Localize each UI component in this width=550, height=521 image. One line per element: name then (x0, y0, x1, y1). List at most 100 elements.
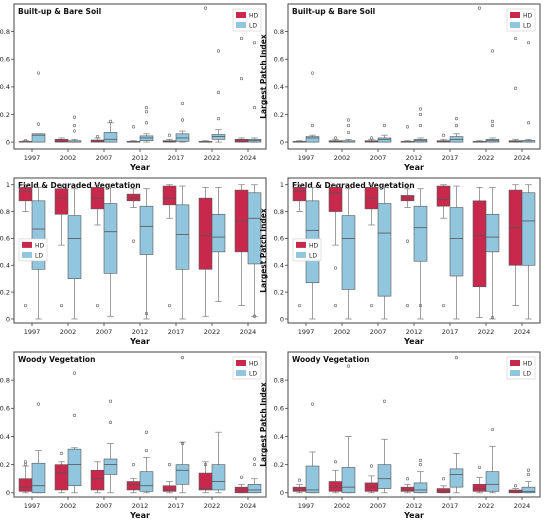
box-hd-2012 (126, 188, 141, 243)
box-ld-2012 (413, 458, 428, 494)
x-tick-label: 2007 (370, 154, 387, 162)
legend-swatch-hd (510, 360, 520, 366)
box-body (139, 205, 154, 255)
legend-label-hd: HD (249, 13, 259, 20)
outlier-point (513, 484, 518, 488)
box-hd-2002 (54, 451, 69, 494)
outlier-point (418, 463, 423, 467)
outlier-point (346, 364, 351, 368)
x-tick-label: 1997 (298, 154, 315, 162)
box-body (328, 481, 343, 492)
box-ld-2012 (139, 105, 154, 143)
outlier-point (131, 463, 136, 467)
outlier-point (239, 36, 244, 41)
panel-title: Field & Degraded Vegetation (292, 181, 415, 190)
outlier-point (490, 49, 495, 53)
outlier-point (252, 314, 257, 318)
legend-swatch-ld (510, 22, 520, 28)
x-tick-label: 2012 (406, 502, 423, 510)
outlier-point (180, 101, 185, 106)
box-hd-1997 (18, 139, 33, 143)
box-hd-2002 (328, 184, 343, 308)
box-hd-2012 (400, 188, 415, 308)
y-tick-label: 0.6 (0, 235, 10, 243)
outlier-point (23, 139, 28, 143)
panel-title: Woody Vegetation (18, 355, 95, 364)
outlier-point (252, 457, 257, 461)
box-body (175, 204, 190, 270)
box-body (400, 486, 415, 492)
box-ld-2022 (211, 431, 226, 494)
outlier-point (180, 441, 185, 446)
box-hd-2012 (126, 463, 141, 494)
outlier-point (203, 463, 208, 467)
y-tick-label: 0.4 (274, 83, 284, 91)
x-tick-label: 2017 (442, 502, 459, 510)
outlier-point (490, 316, 495, 320)
legend-label-hd: HD (523, 361, 533, 368)
box-body (31, 133, 46, 143)
x-tick-label: 2024 (514, 502, 531, 510)
x-tick-label: 2024 (240, 502, 257, 510)
legend-swatch-hd (296, 241, 306, 248)
outlier-point (526, 472, 531, 477)
y-tick-label: 0 (280, 138, 284, 146)
outlier-point (144, 105, 149, 110)
legend-swatch-ld (296, 251, 306, 258)
box-body (247, 192, 262, 265)
box-hd-2012 (126, 125, 141, 143)
box-ld-2017 (449, 356, 464, 494)
outlier-point (144, 121, 149, 125)
x-tick-label: 2017 (168, 154, 185, 162)
box-ld-1997 (305, 71, 320, 143)
x-tick-label: 2007 (96, 154, 113, 162)
x-tick-label: 2012 (132, 328, 149, 336)
outlier-point (441, 477, 446, 481)
outlier-point (346, 123, 351, 128)
outlier-point (513, 36, 518, 41)
outlier-point (369, 303, 374, 308)
legend-label-hd: HD (309, 242, 319, 249)
y-tick-label: 0 (6, 489, 10, 497)
plot-frame (287, 3, 541, 150)
outlier-point (72, 123, 77, 128)
y-tick-label: 0.4 (0, 83, 10, 91)
outlier-point (144, 448, 149, 453)
outlier-point (418, 303, 423, 308)
legend-swatch-hd (236, 360, 246, 366)
legend-swatch-hd (22, 241, 32, 248)
box-hd-2002 (54, 184, 69, 308)
legend: HD LD (18, 238, 48, 262)
box-body (211, 464, 226, 491)
outlier-point (203, 6, 208, 10)
box-ld-2012 (413, 107, 428, 143)
box-body (54, 464, 69, 491)
panel-title: Built-up & Bare Soil (292, 7, 375, 16)
box-hd-2017 (436, 477, 451, 494)
y-tick-label: 0 (280, 489, 284, 497)
outlier-point (405, 239, 410, 243)
x-tick-label: 2017 (442, 328, 459, 336)
outlier-point (180, 118, 185, 122)
box-body (90, 469, 105, 491)
box-body (247, 484, 262, 494)
box-ld-2007 (377, 399, 392, 494)
y-tick-label: 0.8 (274, 208, 284, 216)
legend-label-hd: HD (523, 13, 533, 20)
outlier-point (405, 303, 410, 308)
outlier-point (418, 458, 423, 462)
legend: HD LD (506, 356, 536, 380)
legend-label-hd: HD (35, 242, 45, 249)
outlier-point (310, 123, 315, 128)
x-axis-label: Year (403, 337, 424, 346)
x-axis-label: Year (129, 337, 150, 346)
outlier-point (382, 123, 387, 128)
box-ld-2002 (67, 188, 82, 320)
box-body (18, 478, 33, 492)
x-tick-label: 2017 (168, 502, 185, 510)
legend-swatch-ld (22, 251, 32, 258)
box-hd-1997 (18, 460, 33, 494)
outlier-point (490, 123, 495, 128)
y-tick-label: 0 (6, 315, 10, 323)
box-ld-2022 (485, 186, 500, 320)
